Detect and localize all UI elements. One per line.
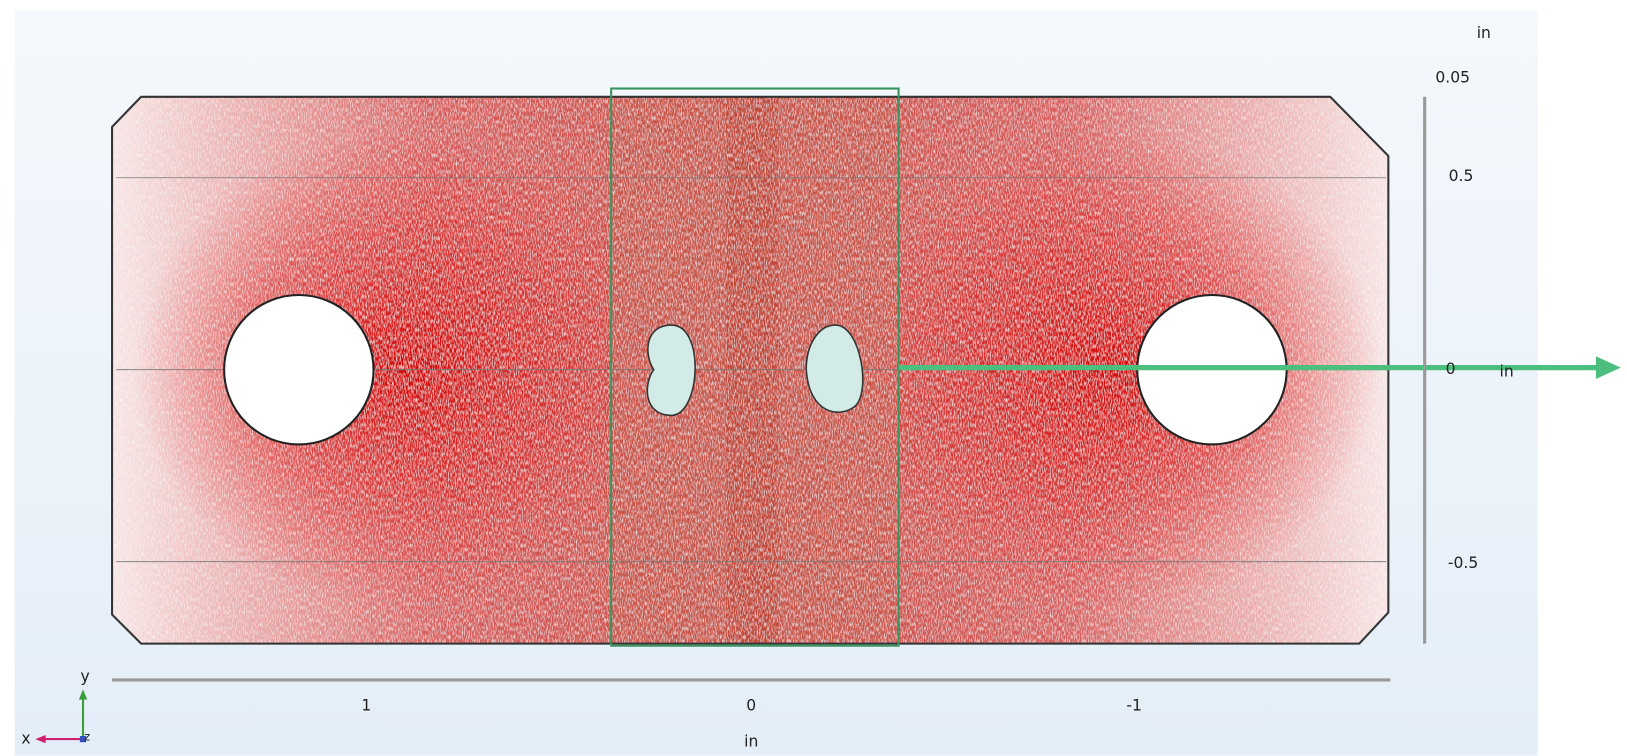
triad-label: z	[84, 730, 90, 744]
inner-hole	[805, 324, 864, 413]
x-unit: in	[744, 733, 758, 751]
y-top-label: 0.05	[1435, 69, 1470, 87]
y-unit: in	[1477, 24, 1491, 42]
x-tick-label: 1	[361, 696, 371, 714]
x-tick-label: 0	[746, 696, 756, 714]
y-zero-unit: in	[1500, 362, 1514, 380]
y-tick-label: -0.5	[1448, 554, 1478, 572]
inner-hole	[646, 324, 696, 417]
x-tick-label: -1	[1126, 696, 1142, 714]
y-tick-label: 0	[1446, 360, 1456, 378]
y-tick-label: 0.5	[1449, 167, 1474, 185]
plate-outline	[111, 95, 1390, 645]
arrow-head	[1595, 356, 1621, 380]
axis-triad: y x z	[21, 667, 90, 747]
triad-label: x	[21, 730, 30, 748]
triad-label: y	[80, 667, 89, 685]
hole	[223, 293, 375, 446]
